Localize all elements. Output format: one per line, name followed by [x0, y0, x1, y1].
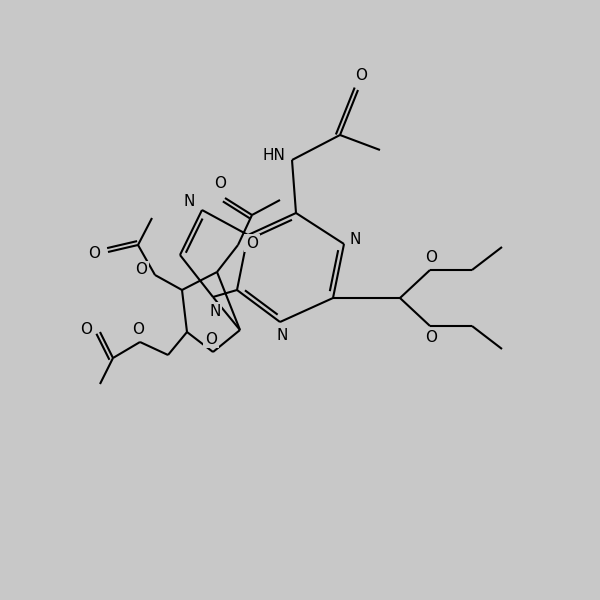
- Text: O: O: [80, 322, 92, 337]
- Text: O: O: [246, 235, 258, 251]
- Text: O: O: [205, 331, 217, 346]
- Text: O: O: [425, 251, 437, 265]
- Text: N: N: [349, 232, 361, 247]
- Text: O: O: [355, 68, 367, 83]
- Text: N: N: [209, 304, 221, 319]
- Text: N: N: [184, 194, 194, 209]
- Text: O: O: [425, 331, 437, 346]
- Text: HN: HN: [263, 148, 286, 163]
- Text: O: O: [88, 247, 100, 262]
- Text: N: N: [277, 329, 287, 343]
- Text: O: O: [214, 176, 226, 191]
- Text: O: O: [132, 323, 144, 337]
- Text: O: O: [135, 263, 147, 277]
